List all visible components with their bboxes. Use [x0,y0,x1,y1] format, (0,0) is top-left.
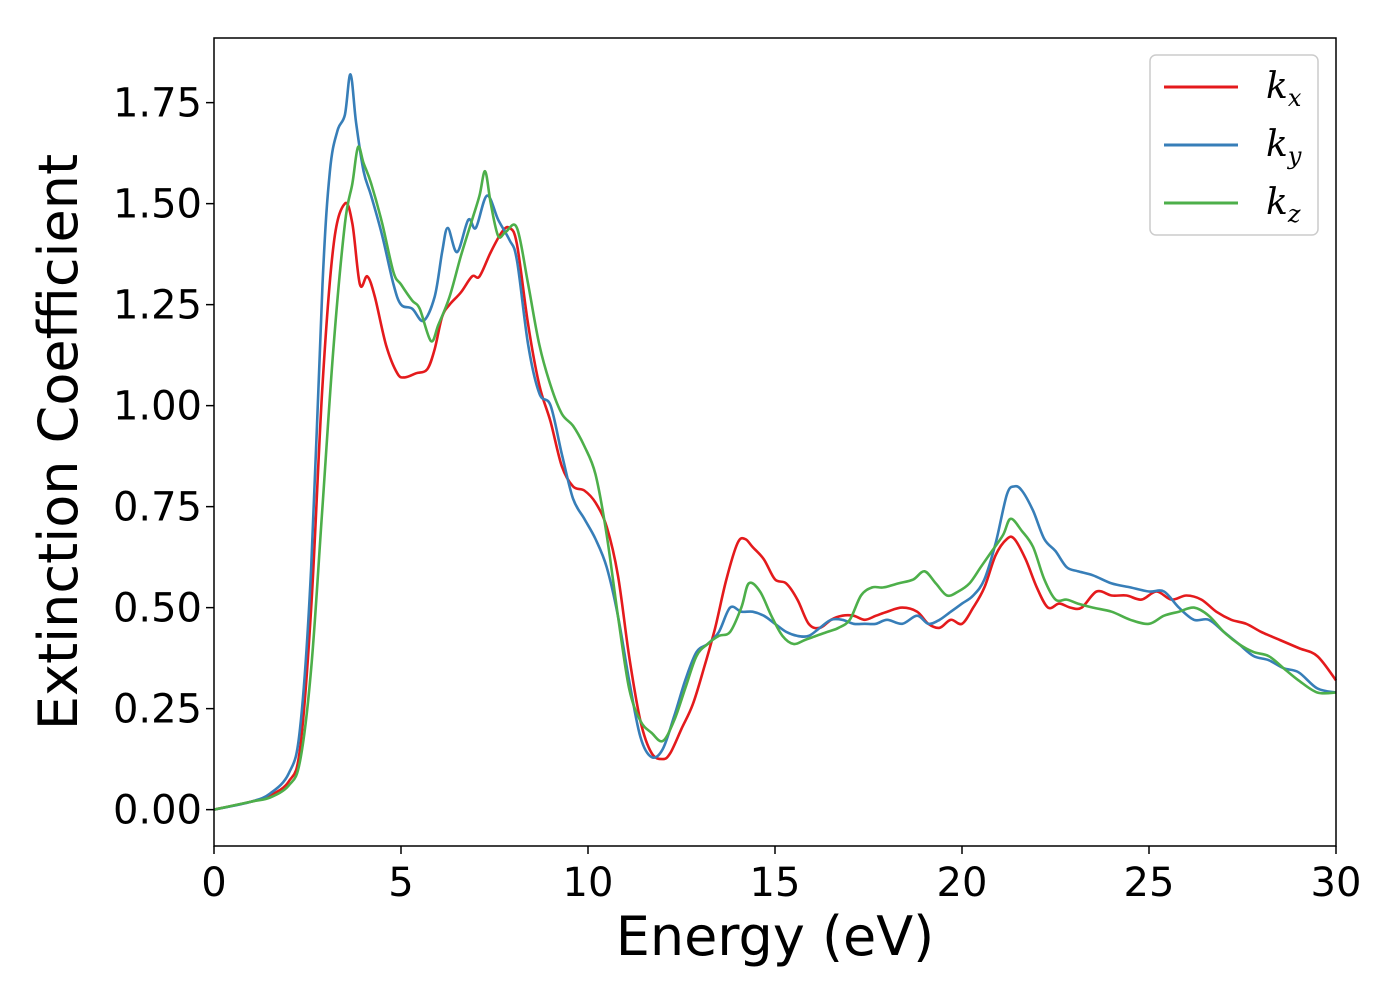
x-tick-label: 20 [937,860,988,906]
x-tick-label: 0 [201,860,226,906]
legend-label-x: kx [1266,66,1302,112]
series-line-x [213,201,1338,811]
x-tick-label: 10 [563,860,614,906]
x-tick-label: 15 [750,860,801,906]
legend: kx ky kz [1149,54,1319,236]
legend-label-z: kz [1266,182,1301,228]
x-axis-title: Energy (eV) [616,905,935,968]
y-axis-title: Extinction Coefficient [27,154,90,730]
y-tick-label: 1.00 [113,384,202,430]
y-tick-label: 0.00 [113,788,202,834]
y-tick-label: 1.25 [113,283,202,329]
series-line-z [213,145,1337,811]
x-tick-label: 5 [388,860,413,906]
x-tick-label: 30 [1311,860,1362,906]
x-tick-label: 25 [1124,860,1175,906]
y-tick-label: 0.25 [113,687,202,733]
y-tick-label: 1.75 [113,81,202,127]
y-tick-label: 0.50 [113,586,202,632]
series-line-y [213,73,1337,811]
y-tick-label: 1.50 [113,182,202,228]
legend-label-y: ky [1266,124,1302,170]
series-layer [213,73,1338,811]
y-axis-ticks: 0.00 0.25 0.50 0.75 1.00 1.25 1.50 1.75 [113,81,214,834]
y-tick-label: 0.75 [113,485,202,531]
x-axis-ticks: 0 5 10 15 20 25 30 [201,846,1361,906]
